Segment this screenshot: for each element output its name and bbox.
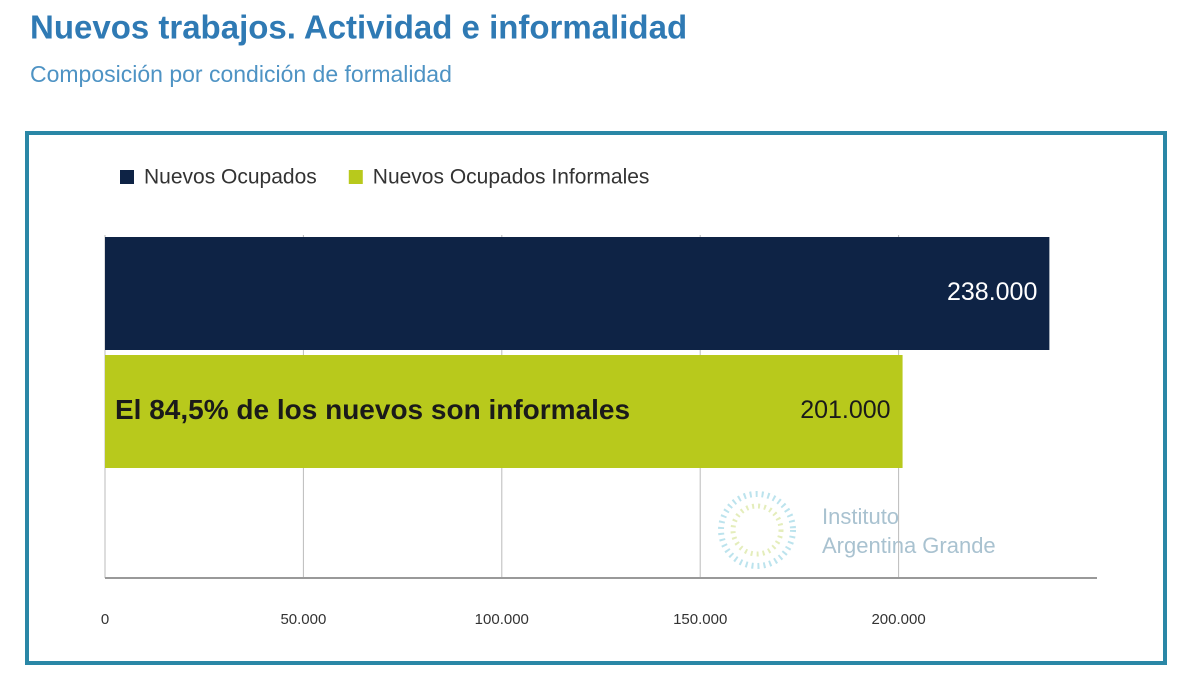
annotation: El 84,5% de los nuevos son informales xyxy=(115,394,630,425)
x-tick-label: 50.000 xyxy=(280,611,326,628)
watermark: Instituto xyxy=(822,504,899,529)
value-label: 201.000 xyxy=(800,396,890,424)
x-tick-label: 200.000 xyxy=(871,611,925,628)
x-tick-label: 100.000 xyxy=(475,611,529,628)
watermark-logo xyxy=(718,491,796,569)
bar xyxy=(105,355,903,468)
value-label: 238.000 xyxy=(947,278,1037,306)
legend-swatch xyxy=(120,170,134,184)
chart-title: Nuevos trabajos. Actividad e informalida… xyxy=(30,9,687,46)
legend-swatch xyxy=(348,170,363,184)
legend-label: Nuevos Ocupados Informales xyxy=(373,166,650,189)
legend-label: Nuevos Ocupados xyxy=(144,166,317,189)
chart-frame xyxy=(25,131,1167,665)
watermark: Argentina Grande xyxy=(822,533,996,558)
x-tick-label: 150.000 xyxy=(673,611,727,628)
bar xyxy=(105,237,1050,350)
x-tick-label: 0 xyxy=(101,611,109,628)
chart-subtitle: Composición por condición de formalidad xyxy=(30,61,452,87)
